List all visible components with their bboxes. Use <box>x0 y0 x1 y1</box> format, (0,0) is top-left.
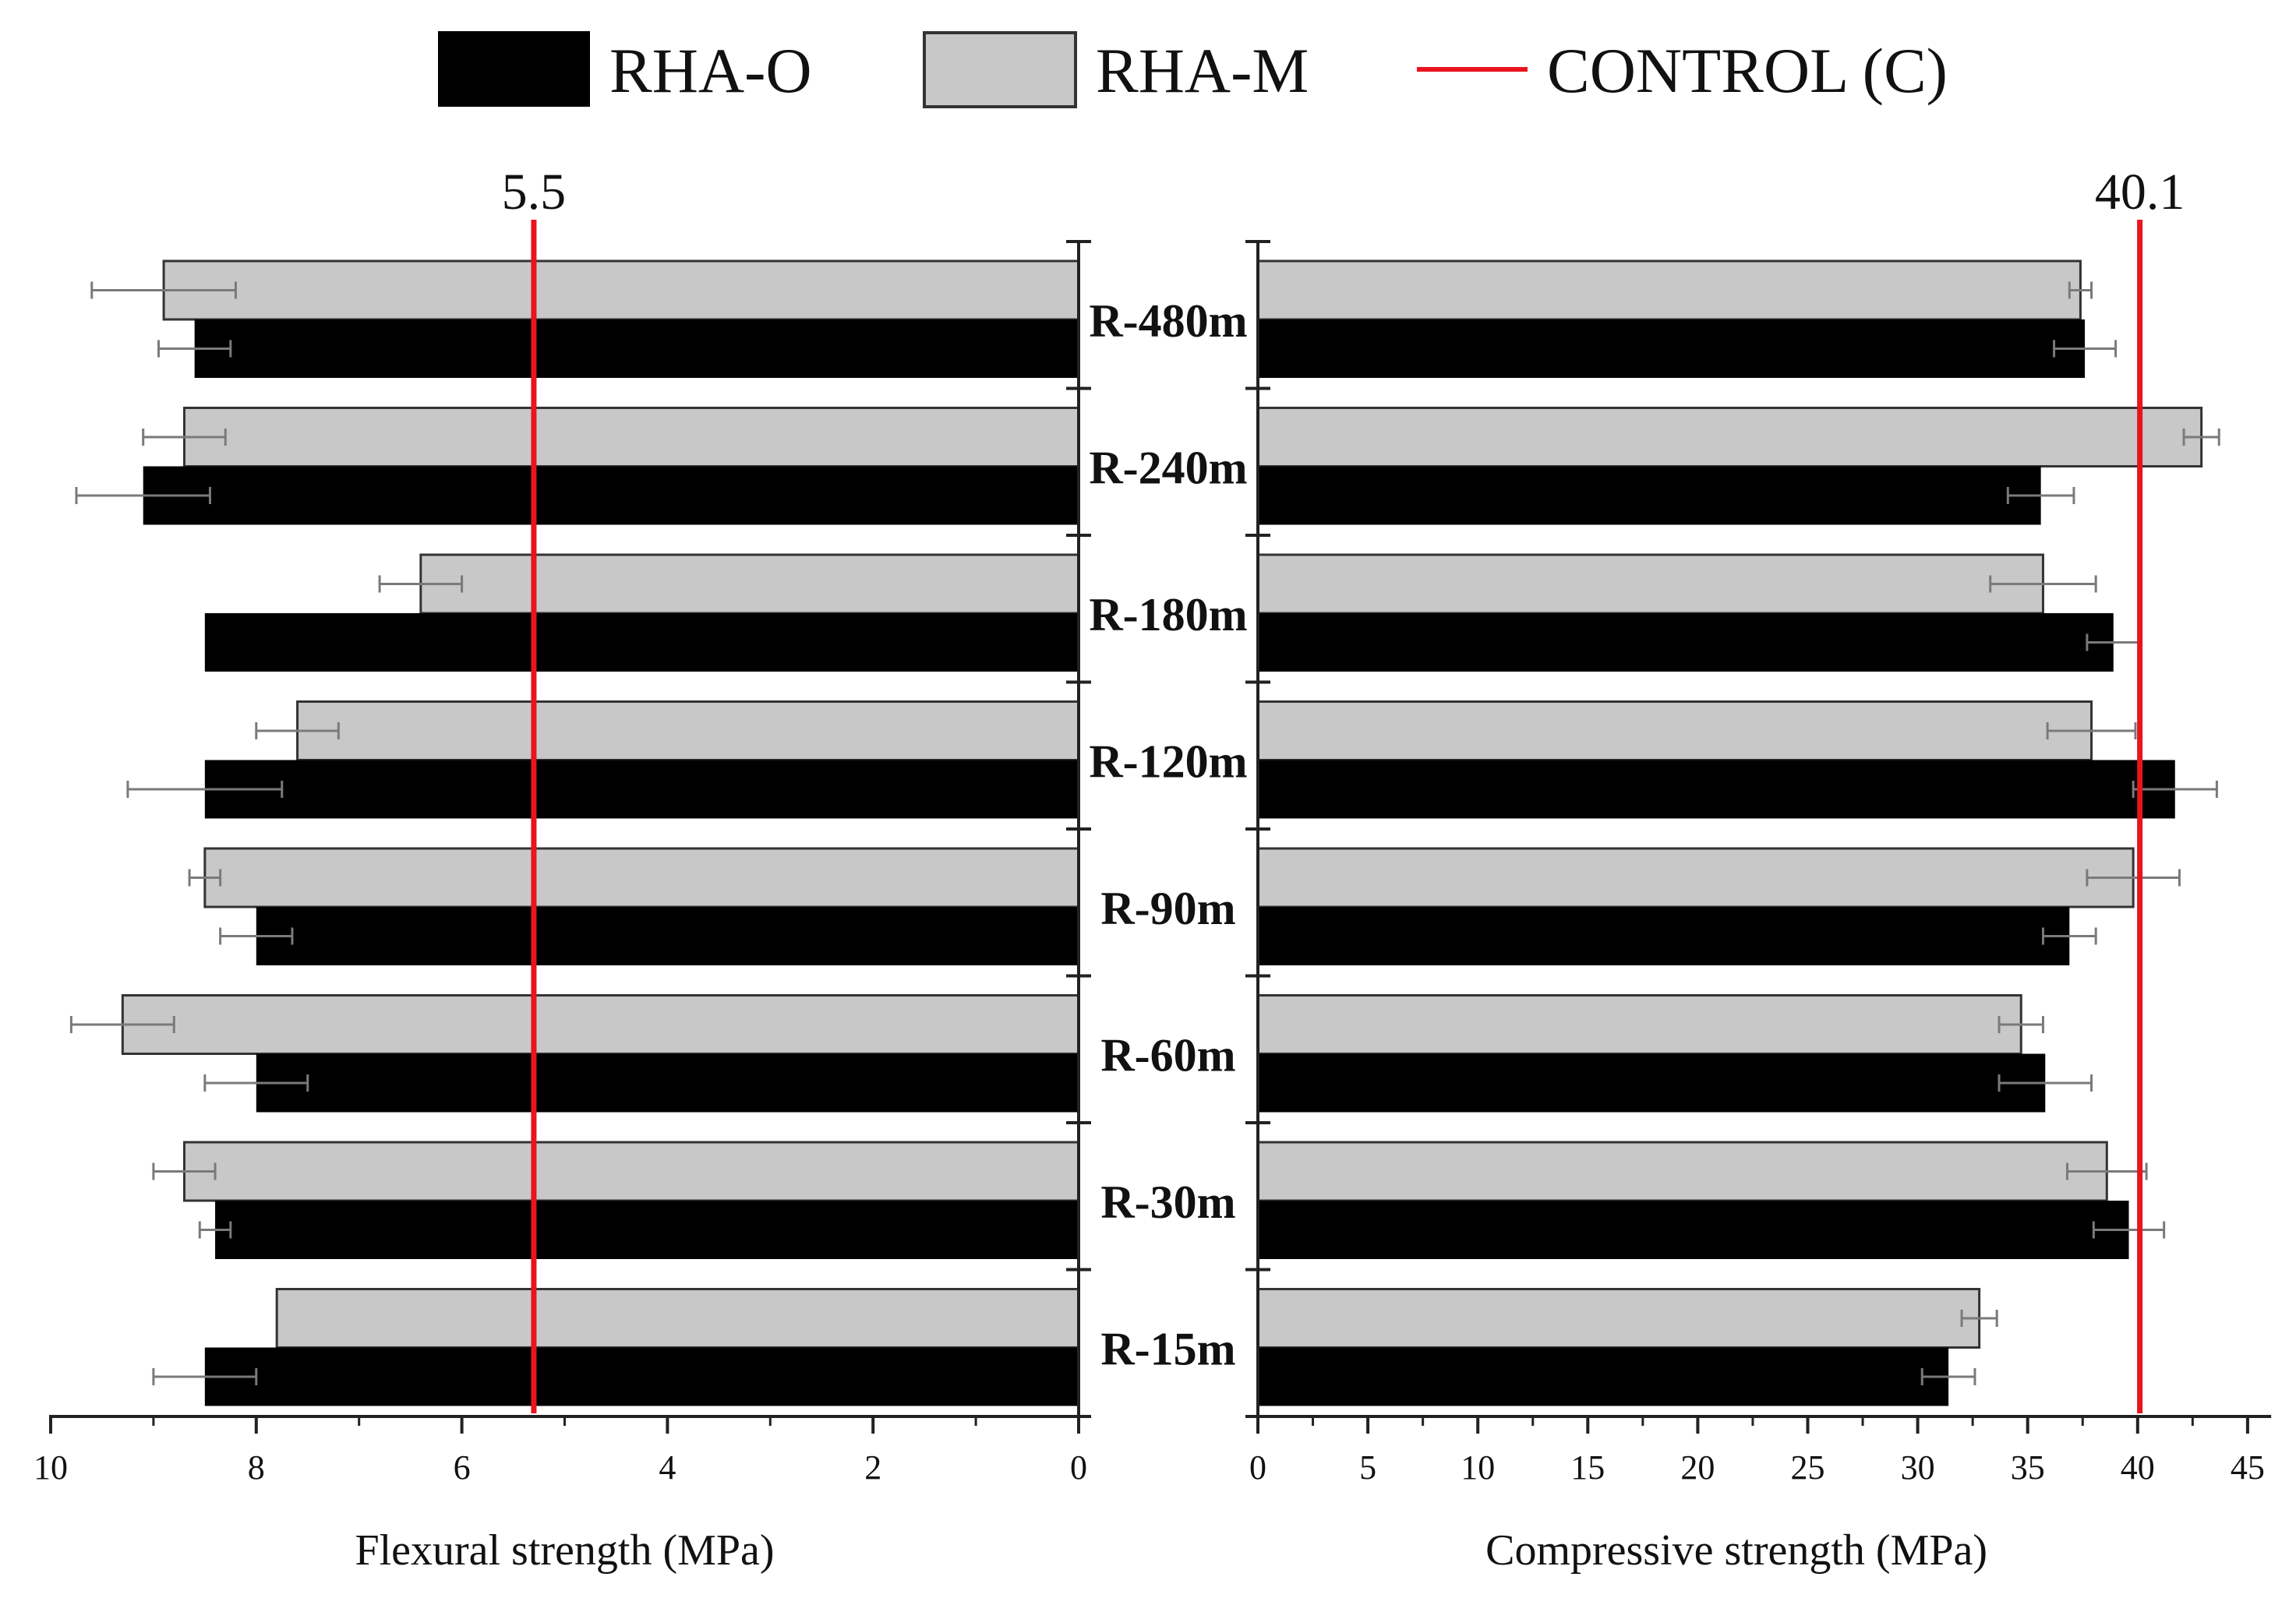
bar-rha-o-r-120m <box>204 760 1079 819</box>
error-bar-rha-o-r-240m <box>75 487 211 504</box>
error-bar-rha-o-r-90m <box>2041 927 2097 945</box>
category-labels: R-480m R-240m R-180m R-120m R-90m R-60m R-30m R… <box>1089 295 1247 1375</box>
error-bar-rha-m-r-180m <box>1989 575 2097 593</box>
bar-rha-o-r-15m <box>1258 1347 1949 1406</box>
category-label-r-180m: R-180m <box>1089 589 1247 640</box>
bar-rha-m-r-30m <box>182 1141 1080 1202</box>
bar-rha-o-r-30m <box>1258 1201 2129 1259</box>
error-bar-rha-o-r-15m <box>152 1368 258 1385</box>
value-axis-title: Flexural strength (MPa) <box>355 1526 774 1575</box>
error-bar-rha-m-r-480m <box>90 281 237 299</box>
bar-rha-o-r-60m <box>1258 1053 2046 1113</box>
bar-rha-m-r-120m <box>1256 700 2093 761</box>
value-tick-label: 4 <box>659 1448 676 1487</box>
category-label-r-480m: R-480m <box>1089 295 1247 347</box>
value-tick-label: 20 <box>1680 1448 1715 1487</box>
value-tick-label: 10 <box>1461 1448 1495 1487</box>
bar-rha-o-r-120m <box>1258 760 2175 819</box>
bar-rha-m-r-480m <box>162 259 1080 321</box>
value-tick-label: 2 <box>864 1448 881 1487</box>
flexural-strength-chart: 10 8 6 4 2 0 Flexural strength (MPa) 5.5 <box>34 164 1091 1575</box>
error-bar-rha-m-r-480m <box>2068 281 2093 299</box>
bar-rha-o-r-60m <box>256 1053 1079 1113</box>
error-bar-rha-m-r-90m <box>188 869 222 887</box>
value-tick-label: 0 <box>1249 1448 1266 1487</box>
compressive-strength-chart: 0 5 10 15 20 25 30 35 40 45 Compressive strength (… <box>1245 164 2272 1575</box>
error-bar-rha-o-r-60m <box>1998 1074 2093 1092</box>
bar-rha-m-r-60m <box>121 994 1080 1055</box>
bar-rha-m-r-120m <box>296 700 1080 761</box>
bar-rha-o-r-240m <box>143 466 1079 525</box>
value-tick-label: 6 <box>454 1448 471 1487</box>
value-tick-label: 0 <box>1070 1448 1087 1487</box>
error-bar-rha-o-r-90m <box>219 927 294 945</box>
error-bar-rha-o-r-15m <box>1920 1368 1976 1385</box>
category-label-r-120m: R-120m <box>1089 736 1247 788</box>
bar-rha-m-r-240m <box>1256 407 2203 467</box>
bar-rha-o-r-480m <box>1258 319 2086 378</box>
bar-rha-m-r-180m <box>1256 553 2044 615</box>
error-bar-rha-o-r-30m <box>198 1221 232 1239</box>
bar-rha-o-r-180m <box>204 613 1079 672</box>
error-bar-rha-o-r-480m <box>157 340 232 358</box>
error-bar-rha-m-r-240m <box>142 429 227 446</box>
value-tick-label: 8 <box>248 1448 265 1487</box>
value-tick-label: 45 <box>2231 1448 2265 1487</box>
error-bar-rha-m-r-180m <box>378 575 464 593</box>
legend-label-rha-m: RHA-M <box>1096 35 1309 106</box>
bar-rha-o-r-90m <box>1258 907 2070 965</box>
category-label-r-60m: R-60m <box>1100 1030 1235 1081</box>
bar-rha-m-r-240m <box>182 407 1080 467</box>
bar-rha-o-r-90m <box>256 907 1079 965</box>
error-bar-rha-o-r-240m <box>2006 487 2075 504</box>
value-tick-label: 15 <box>1570 1448 1605 1487</box>
error-bar-rha-o-r-60m <box>203 1074 309 1092</box>
value-axis-title: Compressive strength (MPa) <box>1485 1526 1987 1575</box>
error-bar-rha-m-r-30m <box>152 1162 217 1180</box>
error-bar-rha-m-r-15m <box>1960 1310 1998 1327</box>
control-value-label: 40.1 <box>2095 164 2185 220</box>
error-bar-rha-o-r-480m <box>2053 340 2118 358</box>
error-bar-rha-m-r-90m <box>2086 869 2181 887</box>
value-tick-label: 5 <box>1359 1448 1376 1487</box>
legend-label-control: CONTROL (C) <box>1547 35 1948 106</box>
bar-rha-o-r-30m <box>215 1201 1079 1259</box>
legend-swatch-rha-o <box>438 31 590 107</box>
bar-rha-m-r-90m <box>203 847 1080 908</box>
error-bar-rha-m-r-240m <box>2182 429 2220 446</box>
value-tick-label: 30 <box>1901 1448 1935 1487</box>
legend-label-rha-o: RHA-O <box>609 35 812 106</box>
bar-rha-o-r-15m <box>204 1347 1079 1406</box>
legend: RHA-O RHA-M CONTROL (C) <box>438 31 1948 108</box>
bar-rha-m-r-15m <box>275 1288 1080 1349</box>
bar-rha-o-r-480m <box>194 319 1079 378</box>
error-bar-rha-m-r-120m <box>2046 722 2137 739</box>
category-label-r-90m: R-90m <box>1100 883 1235 934</box>
bar-rha-m-r-480m <box>1256 259 2082 321</box>
value-tick-label: 35 <box>2011 1448 2045 1487</box>
error-bar-rha-m-r-30m <box>2065 1162 2148 1180</box>
error-bar-rha-o-r-120m <box>2132 781 2218 798</box>
category-label-r-30m: R-30m <box>1100 1176 1235 1228</box>
bar-rha-m-r-90m <box>1256 847 2135 908</box>
bar-rha-m-r-30m <box>1256 1141 2108 1202</box>
error-bar-rha-m-r-120m <box>255 722 340 739</box>
category-label-r-240m: R-240m <box>1089 443 1247 494</box>
error-bar-rha-o-r-30m <box>2092 1221 2166 1239</box>
error-bar-rha-m-r-60m <box>69 1016 175 1033</box>
legend-swatch-rha-m <box>923 31 1077 108</box>
bar-rha-m-r-60m <box>1256 994 2022 1055</box>
value-tick-label: 40 <box>2121 1448 2155 1487</box>
category-label-r-15m: R-15m <box>1100 1324 1235 1375</box>
bar-rha-m-r-180m <box>419 553 1080 615</box>
error-bar-rha-o-r-120m <box>126 781 284 798</box>
bar-rha-o-r-240m <box>1258 466 2041 525</box>
value-tick-label: 10 <box>34 1448 68 1487</box>
bar-rha-m-r-15m <box>1256 1288 1981 1349</box>
error-bar-rha-m-r-60m <box>1998 1016 2044 1033</box>
value-tick-label: 25 <box>1791 1448 1825 1487</box>
control-value-label: 5.5 <box>502 164 567 220</box>
bar-rha-o-r-180m <box>1258 613 2114 672</box>
